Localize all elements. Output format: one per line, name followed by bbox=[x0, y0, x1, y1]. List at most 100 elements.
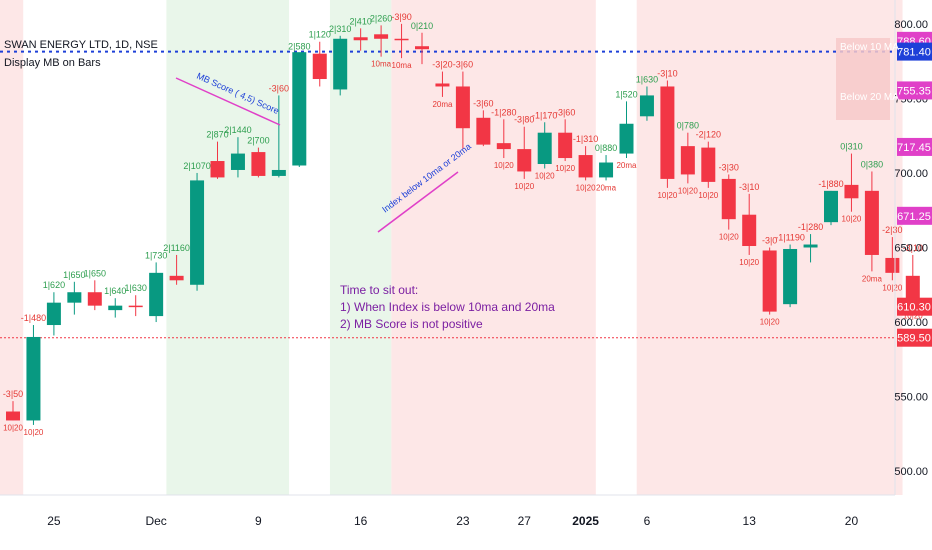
candle-body bbox=[210, 161, 225, 178]
candles bbox=[6, 23, 920, 425]
ma-status-table bbox=[836, 38, 890, 120]
mb-score-label: 1|650 bbox=[84, 268, 106, 278]
ma-flag-label: 20ma bbox=[616, 161, 637, 170]
price-tick-label: 800.00 bbox=[894, 19, 928, 31]
candle-body bbox=[905, 275, 920, 300]
candle-body bbox=[701, 147, 716, 182]
candle-body bbox=[578, 155, 593, 178]
mb-score-label: 2|260 bbox=[370, 13, 392, 23]
price-tick-label: 600.00 bbox=[894, 317, 928, 329]
ma-flag-label: 10|20 bbox=[3, 423, 23, 432]
mb-score-label: -2|120 bbox=[696, 130, 721, 140]
mb-score-label: 0|380 bbox=[861, 159, 883, 169]
sit-out-note: Time to sit out: 1) When Index is below … bbox=[340, 282, 555, 333]
time-tick-label: 9 bbox=[255, 514, 262, 528]
mb-score-label: 2|700 bbox=[247, 136, 269, 146]
mb-score-label: 0|880 bbox=[595, 143, 617, 153]
time-tick-label: 13 bbox=[743, 514, 757, 528]
ma-flag-label: 20ma bbox=[596, 183, 617, 192]
candle-body bbox=[762, 250, 777, 312]
price-marker-label: 781.40 bbox=[897, 47, 931, 59]
candle-body bbox=[128, 305, 143, 308]
mb-score-label: -3|60 bbox=[555, 107, 575, 117]
mb-score-label: -1|880 bbox=[818, 179, 843, 189]
ma-flag-label: 10|20 bbox=[719, 233, 739, 242]
time-tick-label: Dec bbox=[145, 514, 166, 528]
candle-body bbox=[864, 190, 879, 255]
mb-score-label: 1|650 bbox=[63, 270, 85, 280]
mb-score-label: -3|10 bbox=[657, 69, 677, 79]
time-axis: 25 Dec 9 16 23 27 2025 6 13 20 bbox=[47, 514, 858, 528]
candle-body bbox=[885, 257, 900, 273]
price-marker-label: 671.25 bbox=[897, 211, 931, 223]
price-marker bbox=[897, 206, 932, 225]
symbol-title: SWAN ENERGY LTD, 1D, NSE bbox=[4, 39, 158, 51]
mb-score-label: 1|640 bbox=[104, 286, 126, 296]
price-marker-label: 589.50 bbox=[897, 333, 931, 345]
time-tick-label: 27 bbox=[518, 514, 532, 528]
mb-score-label: 2|1070 bbox=[183, 161, 210, 171]
candle-body bbox=[537, 132, 552, 165]
candle-body bbox=[824, 190, 838, 223]
candle-body bbox=[619, 123, 634, 154]
price-axis: 800.00750.00700.00650.00600.00550.00500.… bbox=[894, 19, 932, 478]
mb-score-label: -1|1190 bbox=[775, 233, 805, 243]
mb-score-label: -3|60 bbox=[473, 98, 493, 108]
candle-body bbox=[435, 83, 450, 87]
ma-flag-label: 10|20 bbox=[576, 183, 596, 192]
candle-body bbox=[374, 34, 389, 39]
candle-body bbox=[292, 52, 307, 166]
mb-score-label: -3|0 bbox=[762, 236, 777, 246]
candle-body bbox=[190, 180, 205, 285]
candle-body bbox=[844, 184, 859, 199]
mb-score-label: 1|630 bbox=[125, 283, 147, 293]
candle-body bbox=[517, 149, 532, 172]
price-marker bbox=[897, 137, 932, 156]
background-bands bbox=[0, 0, 903, 495]
mb-score-label: -3|60 bbox=[453, 60, 473, 70]
ma-status-row-1: Below 10 MA bbox=[840, 42, 899, 53]
mb-score-label: -3|90 bbox=[391, 12, 411, 22]
mb-score-label: -3|50 bbox=[3, 389, 23, 399]
mb-score-label: 2|1440 bbox=[224, 125, 251, 135]
mb-score-label: 2|870 bbox=[206, 130, 228, 140]
ma-flag-label: 10|20 bbox=[698, 191, 718, 200]
mb-score-label: 1|520 bbox=[615, 89, 637, 99]
mb-score-label: 2|310 bbox=[329, 24, 351, 34]
price-marker bbox=[897, 297, 932, 316]
candle-body bbox=[149, 272, 164, 317]
candle-body bbox=[251, 152, 266, 176]
note-line: 2) MB Score is not positive bbox=[340, 317, 483, 331]
candle-body bbox=[496, 143, 511, 150]
candle-body bbox=[394, 38, 409, 41]
mb-score-label: 2|580 bbox=[288, 42, 310, 52]
price-marker-label: 610.30 bbox=[897, 302, 931, 314]
ma-flag-label: 10|20 bbox=[514, 182, 534, 191]
mb-score-label: -1|170 bbox=[532, 110, 557, 120]
mb-score-label: -1|280 bbox=[491, 107, 516, 117]
price-tick-label: 650.00 bbox=[894, 243, 928, 255]
mb-score-label: 1|630 bbox=[636, 74, 658, 84]
price-marker-label: 755.35 bbox=[897, 85, 931, 97]
candle-body bbox=[599, 162, 614, 178]
mb-score-label: -3|10 bbox=[739, 182, 759, 192]
mb-score-label: 2|410 bbox=[349, 16, 371, 26]
ma-flag-label: 10|20 bbox=[678, 186, 698, 195]
ma-flag-label: 10|20 bbox=[24, 428, 44, 437]
price-marker bbox=[897, 81, 932, 100]
mb-score-label: -3|80 bbox=[514, 115, 534, 125]
time-tick-label: 16 bbox=[354, 514, 368, 528]
candle-body bbox=[476, 117, 491, 145]
candle-body bbox=[169, 275, 184, 281]
mb-score-label: 0|780 bbox=[677, 121, 699, 131]
candle-body bbox=[680, 146, 695, 175]
candle-body bbox=[87, 292, 102, 306]
candle-body bbox=[721, 178, 736, 220]
price-tick-label: 700.00 bbox=[894, 168, 928, 180]
candle-body bbox=[783, 248, 798, 305]
candle-labels: -3|5010|20-1|48010|201|6201|6501|6501|64… bbox=[3, 12, 923, 437]
ma-flag-label: 10|20 bbox=[842, 215, 862, 224]
mb-score-label: -1|310 bbox=[573, 134, 598, 144]
ma-flag-label: 10|20 bbox=[535, 171, 555, 180]
